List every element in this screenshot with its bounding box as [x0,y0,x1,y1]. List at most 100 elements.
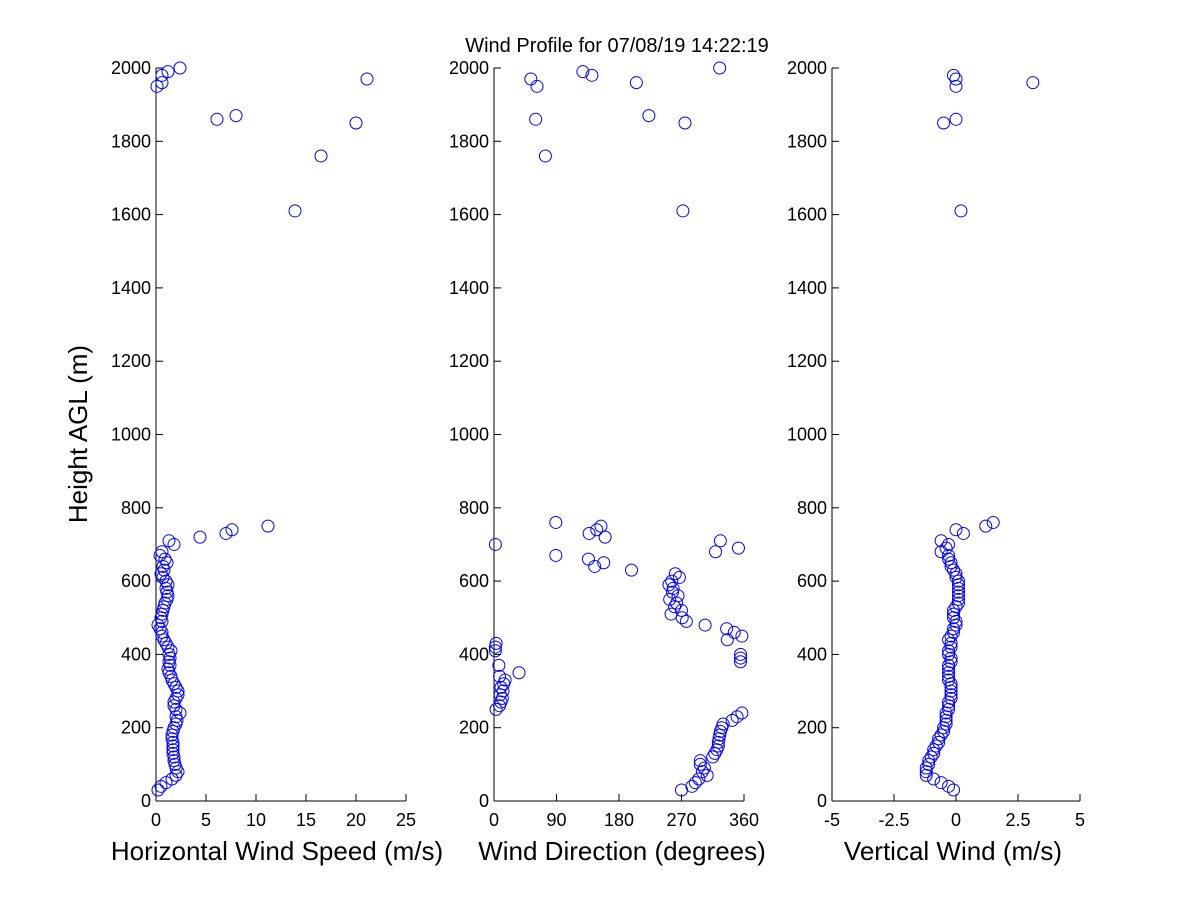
data-point [169,691,183,705]
x-axis-label: Vertical Wind (m/s) [844,836,1062,866]
data-point [590,523,604,537]
x-tick-label: 270 [666,810,696,830]
data-point [229,109,243,123]
x-tick-label: 5 [1075,810,1085,830]
x-tick-label: 0 [489,810,499,830]
data-point [156,570,170,584]
data-point [942,779,956,793]
x-tick-label: 25 [396,810,416,830]
data-point [951,574,965,588]
data-point [642,109,656,123]
data-point [939,541,953,555]
data-point [979,519,993,533]
data-point [713,534,727,548]
data-point [625,563,638,577]
data-point [169,768,183,782]
data-point [942,548,956,562]
y-tick-label: 600 [459,571,489,591]
data-point [210,112,224,126]
data-point [155,545,169,559]
data-point [173,61,187,75]
direction-panel: 0 200 400 600 800 1000 1200 1400 1600 1800 2000 0 90… [449,58,766,866]
x-tick-label: 10 [246,810,266,830]
y-tick-label: 1600 [111,205,151,225]
y-tick-label: 800 [121,498,151,518]
y-tick-label: 600 [121,571,151,591]
y-tick-label: 1000 [787,425,827,445]
data-point [161,662,175,676]
data-point [947,563,961,577]
data-point [167,677,181,691]
x-axis-label: Horizontal Wind Speed (m/s) [111,836,443,866]
data-point [692,772,706,786]
data-point [488,644,502,658]
y-tick-label: 2000 [787,58,827,78]
y-tick-label: 1000 [111,425,151,445]
data-point [734,647,748,661]
data-point [261,519,275,533]
data-point [932,735,946,749]
x-tick-label: -2.5 [878,810,909,830]
data-point [576,65,590,79]
data-point [594,519,608,533]
data-point [942,633,956,647]
data-point [166,746,180,760]
x-tick-label: 0 [951,810,961,830]
data-point [670,596,684,610]
data-point [1026,76,1040,90]
data-point [162,534,176,548]
data-point [934,545,948,559]
data-point [225,523,239,537]
x-axis-label: Wind Direction (degrees) [478,836,766,866]
data-point [495,691,509,705]
data-point [154,567,168,581]
data-point [662,578,676,592]
data-point [949,567,963,581]
x-tick-label: 15 [296,810,316,830]
data-point [924,750,938,764]
data-point [949,600,963,614]
y-tick-label: 1800 [111,131,151,151]
data-point [489,702,503,716]
data-point [725,713,739,727]
y-tick-label: 1200 [111,351,151,371]
data-point [934,728,948,742]
data-point [155,625,169,639]
data-point [944,556,958,570]
y-tick-label: 200 [121,718,151,738]
data-point [731,541,745,555]
y-tick-label: 2000 [449,58,489,78]
data-point [949,112,963,126]
y-axis-label: Height AGL (m) [63,345,93,523]
data-point [942,673,956,687]
data-point [672,570,686,584]
data-point [598,530,612,544]
data-point [581,552,595,566]
data-point [944,640,958,654]
data-point [675,603,688,617]
data-point [524,72,538,86]
x-tick-label: 0 [151,810,161,830]
data-point [986,515,1000,529]
data-point [951,589,965,603]
data-point [949,523,963,537]
data-point [944,651,958,665]
x-tick-label: 2.5 [1005,810,1030,830]
data-point [549,548,563,562]
data-point [153,548,167,562]
data-point [937,116,951,130]
data-point [927,772,941,786]
data-point [165,732,179,746]
data-point [922,757,936,771]
data-point [159,574,173,588]
data-point [932,732,946,746]
data-point [164,644,178,658]
data-point [951,592,965,606]
data-point [314,149,328,163]
data-point [488,537,502,551]
y-tick-label: 1400 [449,278,489,298]
data-point [349,116,363,130]
data-point [951,585,965,599]
data-point [947,783,961,797]
